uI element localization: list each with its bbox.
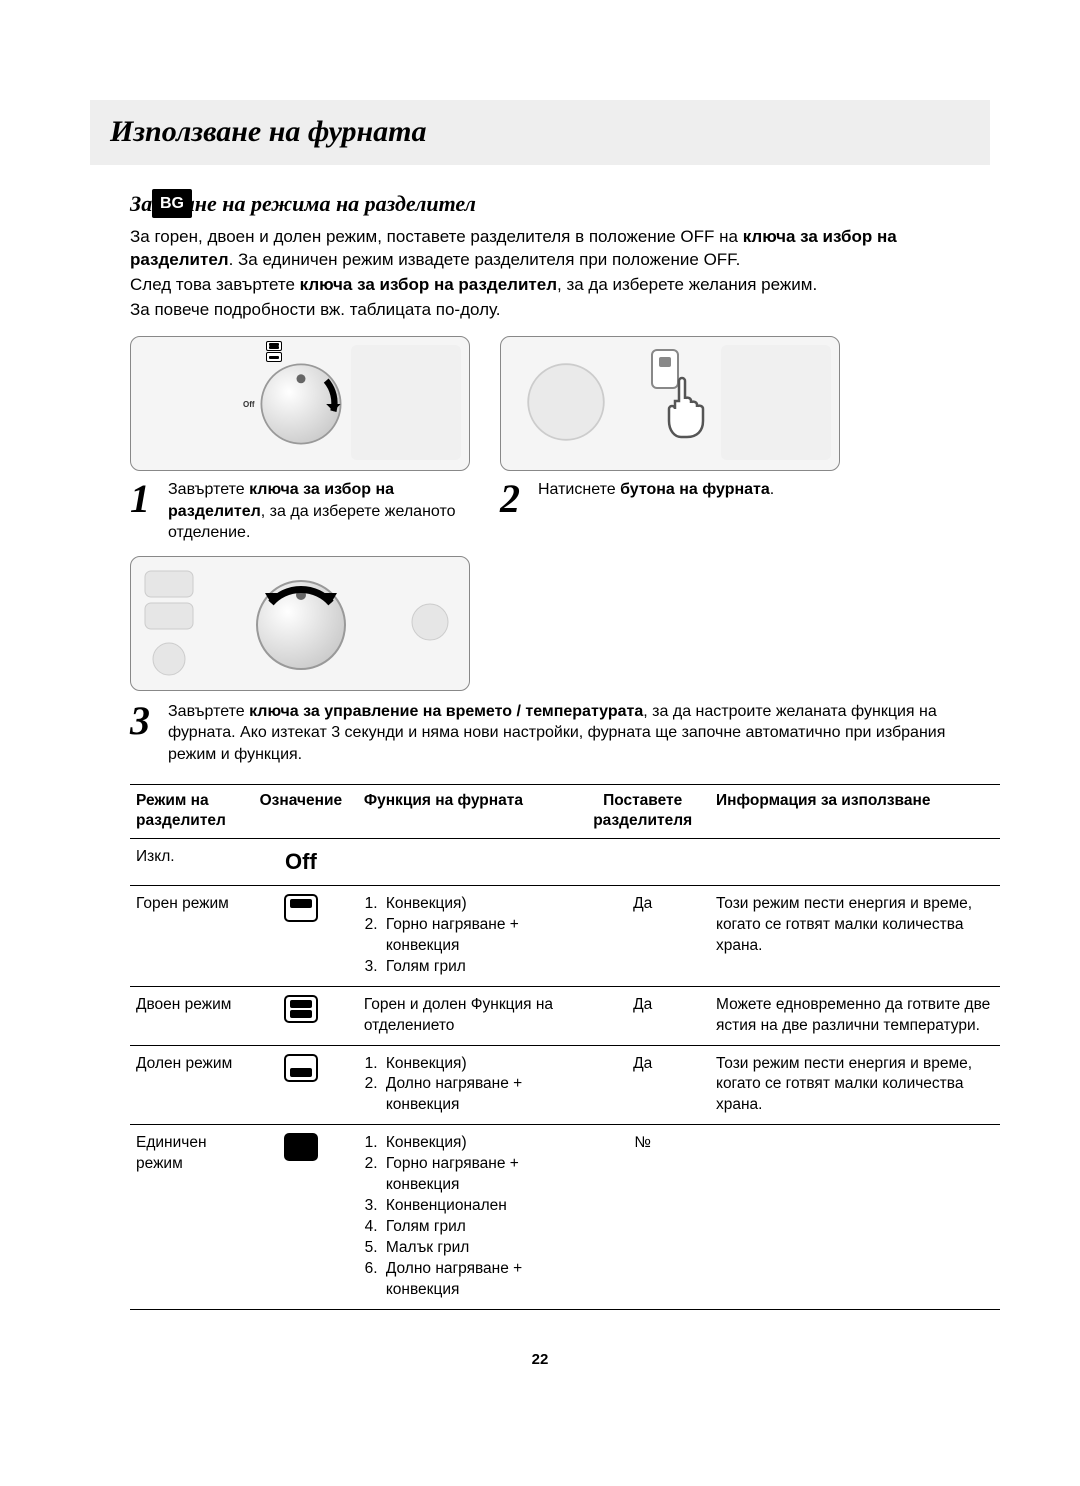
list-item: Конвекция) bbox=[382, 894, 570, 915]
func-list: Конвекция) Долно нагряване + конвекция bbox=[364, 1054, 570, 1117]
th-mode: Режим на разделител bbox=[130, 784, 244, 839]
cell-place: Да bbox=[575, 986, 710, 1045]
page-title: Използване на фурната bbox=[110, 112, 970, 153]
dual-mode-icon bbox=[284, 995, 318, 1023]
list-item: Долно нагряване + конвекция bbox=[382, 1259, 570, 1301]
table-row: Долен режим Конвекция) Долно нагряване +… bbox=[130, 1045, 1000, 1125]
table-header-row: Режим на разделител Означение Функция на… bbox=[130, 784, 1000, 839]
step-text: Натиснете bbox=[538, 481, 620, 498]
display-ghost-icon bbox=[141, 567, 201, 682]
table-row: Горен режим Конвекция) Горно нагряване +… bbox=[130, 886, 1000, 987]
cell-mode: Долен режим bbox=[130, 1045, 244, 1125]
step-text: Завъртете bbox=[168, 703, 249, 720]
hand-pointer-icon bbox=[661, 373, 721, 443]
list-item: Голям грил bbox=[382, 1217, 570, 1238]
list-item: Горно нагряване + конвекция bbox=[382, 915, 570, 957]
intro-text: , за да изберете желания режим. bbox=[557, 275, 817, 294]
cell-mode: Единичен режим bbox=[130, 1125, 244, 1309]
th-place: Поставете разделителя bbox=[575, 784, 710, 839]
language-badge: BG bbox=[152, 189, 192, 219]
cell-func: Горен и долен Функция на отделението bbox=[358, 986, 576, 1045]
off-icon-text: Off bbox=[285, 849, 317, 874]
section-subtitle: Задаване на режима на разделител bbox=[130, 189, 990, 219]
modes-table: Режим на разделител Означение Функция на… bbox=[130, 784, 1000, 1310]
th-info: Информация за използване bbox=[710, 784, 1000, 839]
cell-place: Да bbox=[575, 886, 710, 987]
cell-place: № bbox=[575, 1125, 710, 1309]
button-ghost-icon bbox=[405, 597, 455, 647]
step-number: 2 bbox=[500, 479, 528, 519]
list-item: Малък грил bbox=[382, 1238, 570, 1259]
list-item: Горно нагряване + конвекция bbox=[382, 1154, 570, 1196]
cell-info: Можете едновременно да готвите две ястия… bbox=[710, 986, 1000, 1045]
step-3: 3 Завъртете ключа за управление на време… bbox=[90, 701, 990, 766]
table-row: Двоен режим Горен и долен Функция на отд… bbox=[130, 986, 1000, 1045]
step-2: 2 Натиснете бутона на фурната. bbox=[500, 479, 840, 519]
step-bold: бутона на фурната bbox=[620, 481, 770, 498]
intro-text: . За единичен режим извадете разделителя… bbox=[229, 250, 741, 269]
cell-info: Този режим пести енергия и време, когато… bbox=[710, 1045, 1000, 1125]
step-number: 1 bbox=[130, 479, 158, 519]
th-func: Функция на фурната bbox=[358, 784, 576, 839]
cell-mode: Двоен режим bbox=[130, 986, 244, 1045]
table-row: Изкл. Off bbox=[130, 839, 1000, 886]
step-number: 3 bbox=[130, 701, 158, 741]
step-bold: ключа за управление на времето / темпера… bbox=[249, 703, 643, 720]
lower-mode-icon bbox=[284, 1054, 318, 1082]
dial-icon bbox=[251, 575, 351, 675]
intro-bold: ключа за избор на разделител bbox=[300, 275, 557, 294]
intro-text: За повече подробности вж. таблицата по-д… bbox=[130, 299, 990, 322]
th-icon: Означение bbox=[244, 784, 358, 839]
cell-place: Да bbox=[575, 1045, 710, 1125]
illustration-press-button bbox=[500, 336, 840, 471]
list-item: Голям грил bbox=[382, 957, 570, 978]
single-mode-icon bbox=[284, 1133, 318, 1161]
list-item: Конвекция) bbox=[382, 1054, 570, 1075]
illustration-dial-selector: Off bbox=[130, 336, 470, 471]
list-item: Конвенционален bbox=[382, 1196, 570, 1217]
step-text: . bbox=[770, 481, 774, 498]
cell-mode: Горен режим bbox=[130, 886, 244, 987]
cell-info: Този режим пести енергия и време, когато… bbox=[710, 886, 1000, 987]
illustration-temp-dial bbox=[130, 556, 470, 691]
intro-text: След това завъртете bbox=[130, 275, 300, 294]
cell-info bbox=[710, 1125, 1000, 1309]
list-item: Долно нагряване + конвекция bbox=[382, 1074, 570, 1116]
table-row: Единичен режим Конвекция) Горно нагряван… bbox=[130, 1125, 1000, 1309]
page-number: 22 bbox=[90, 1350, 990, 1370]
intro-text: За горен, двоен и долен режим, поставете… bbox=[130, 227, 743, 246]
cell-mode: Изкл. bbox=[130, 839, 244, 886]
off-label: Off bbox=[243, 400, 255, 411]
func-list: Конвекция) Горно нагряване + конвекция Г… bbox=[364, 894, 570, 978]
list-item: Конвекция) bbox=[382, 1133, 570, 1154]
dial-ghost-icon bbox=[521, 357, 611, 447]
title-bar: Използване на фурната bbox=[90, 100, 990, 165]
step-1: 1 Завъртете ключа за избор на разделител… bbox=[130, 479, 470, 544]
intro-paragraph: За горен, двоен и долен режим, поставете… bbox=[130, 226, 990, 322]
func-list: Конвекция) Горно нагряване + конвекция К… bbox=[364, 1133, 570, 1300]
dial-icon bbox=[256, 359, 346, 449]
step-text: Завъртете bbox=[168, 481, 249, 498]
upper-mode-icon bbox=[284, 894, 318, 922]
